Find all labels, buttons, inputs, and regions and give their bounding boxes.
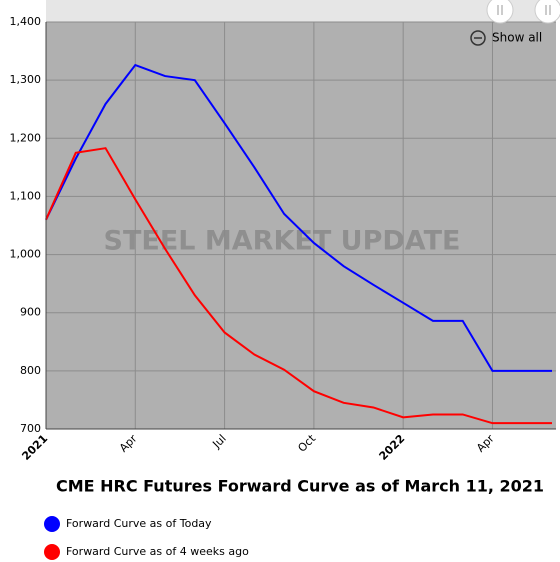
marks	[45, 63, 552, 425]
y-tick-label: 1,000	[10, 248, 42, 261]
y-tick-label: 1,300	[10, 73, 42, 86]
zoom-out-icon	[470, 30, 486, 46]
handle[interactable]	[534, 0, 560, 24]
x-tick-label: Apr	[474, 432, 497, 455]
plot-area	[46, 22, 556, 429]
legend-swatch	[44, 516, 60, 532]
x-tick-label: Apr	[117, 432, 140, 455]
legend-label: Forward Curve as of 4 weeks ago	[66, 545, 249, 558]
chart-title: CME HRC Futures Forward Curve as of Marc…	[56, 477, 544, 496]
range-handle-left[interactable]	[486, 0, 514, 24]
x-tick-label: 2021	[19, 432, 50, 463]
range-handle-right[interactable]	[534, 0, 560, 24]
x-tick-label: 2022	[377, 432, 408, 463]
y-tick-label: 1,100	[10, 189, 42, 202]
y-tick-label: 700	[20, 422, 41, 435]
legend: Forward Curve as of Today Forward Curve a…	[44, 516, 249, 560]
series-line	[45, 147, 552, 425]
y-tick-label: 1,400	[10, 15, 42, 28]
y-tick-label: 1,200	[10, 131, 42, 144]
legend-label: Forward Curve as of Today	[66, 517, 212, 530]
x-tick-label: Oct	[295, 432, 318, 455]
show-all-label[interactable]: Show all	[492, 31, 542, 45]
y-tick-label: 800	[20, 364, 41, 377]
handle[interactable]	[486, 0, 514, 24]
watermark: STEEL MARKET UPDATE	[104, 226, 461, 257]
navigator-strip	[46, 0, 556, 22]
y-tick-label: 900	[20, 306, 41, 319]
legend-swatch	[44, 544, 60, 560]
show-all-button[interactable]: Show all	[470, 30, 542, 46]
x-tick-label: Jul	[210, 432, 229, 451]
series-line	[45, 63, 552, 372]
